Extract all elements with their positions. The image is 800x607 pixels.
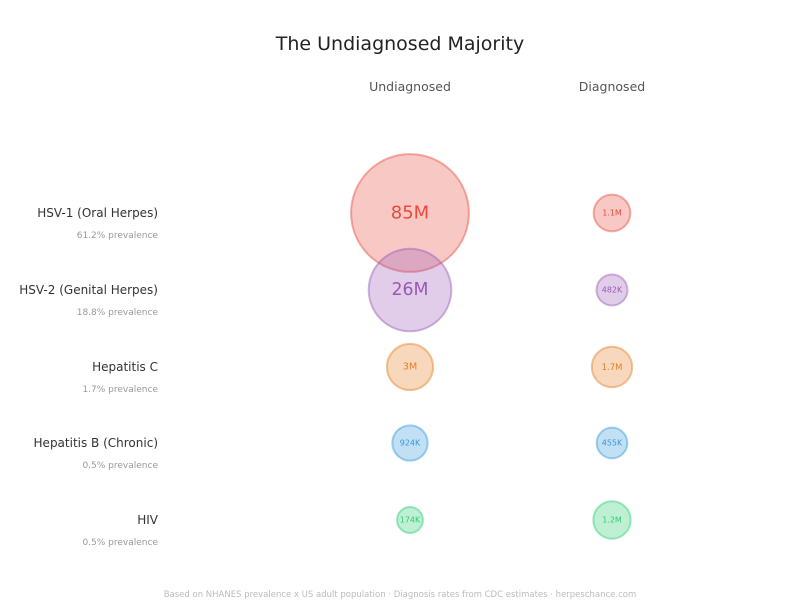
undiagnosed-value-label: 924K xyxy=(400,439,421,448)
row-prevalence: 18.8% prevalence xyxy=(76,308,158,318)
row-prevalence: 0.5% prevalence xyxy=(82,538,158,548)
row-label: HIV xyxy=(137,513,158,527)
undiagnosed-bubble xyxy=(367,247,453,333)
row-label: Hepatitis B (Chronic) xyxy=(33,436,158,450)
undiagnosed-value-label: 26M xyxy=(392,280,429,300)
row-prevalence: 61.2% prevalence xyxy=(76,231,158,241)
footer-note: Based on NHANES prevalence x US adult po… xyxy=(163,590,637,600)
diagnosed-bubble xyxy=(590,345,634,389)
row-prevalence: 1.7% prevalence xyxy=(82,385,158,395)
diagnosed-value-label: 482K xyxy=(602,286,623,295)
undiagnosed-bubble xyxy=(391,424,429,462)
undiagnosed-value-label: 3M xyxy=(403,362,418,373)
undiagnosed-bubble xyxy=(350,153,470,273)
diagnosed-bubble xyxy=(592,193,632,233)
diagnosed-bubble xyxy=(595,273,629,307)
undiagnosed-bubble xyxy=(396,506,424,534)
undiagnosed-value-label: 174K xyxy=(400,516,421,525)
column-header-undiagnosed: Undiagnosed xyxy=(369,79,451,94)
row-label: Hepatitis C xyxy=(92,360,158,374)
row-prevalence: 0.5% prevalence xyxy=(82,461,158,471)
diagnosed-value-label: 1.2M xyxy=(602,516,622,525)
diagnosed-bubble xyxy=(592,500,632,540)
row-label: HSV-1 (Oral Herpes) xyxy=(37,206,158,220)
diagnosed-value-label: 1.1M xyxy=(602,209,622,218)
undiagnosed-value-label: 85M xyxy=(391,203,429,224)
undiagnosed-bubble xyxy=(385,342,435,392)
diagnosed-value-label: 1.7M xyxy=(602,362,623,372)
row-label: HSV-2 (Genital Herpes) xyxy=(19,283,158,297)
column-header-diagnosed: Diagnosed xyxy=(578,79,646,94)
diagnosed-value-label: 455K xyxy=(602,439,623,448)
chart-title: The Undiagnosed Majority xyxy=(275,33,525,55)
diagnosed-bubble xyxy=(595,426,629,460)
